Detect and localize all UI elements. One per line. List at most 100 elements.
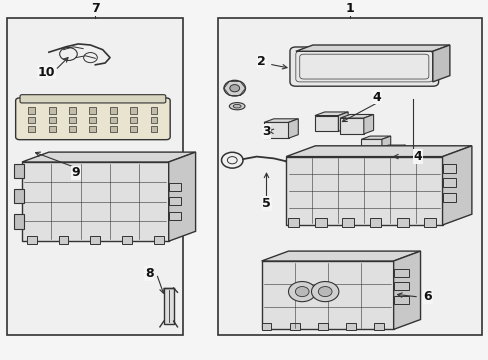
Bar bbox=[287, 218, 299, 227]
Bar bbox=[340, 118, 363, 134]
Polygon shape bbox=[363, 114, 373, 134]
Text: 10: 10 bbox=[38, 66, 55, 78]
Polygon shape bbox=[264, 119, 298, 122]
Bar bbox=[110, 107, 117, 114]
Bar bbox=[163, 288, 173, 324]
Bar bbox=[361, 139, 381, 153]
Bar bbox=[28, 126, 35, 132]
Circle shape bbox=[311, 282, 338, 302]
Bar bbox=[22, 162, 168, 241]
Circle shape bbox=[224, 80, 245, 96]
Bar bbox=[169, 183, 181, 191]
Bar bbox=[217, 18, 481, 335]
FancyBboxPatch shape bbox=[289, 47, 438, 86]
Bar bbox=[130, 117, 137, 123]
Bar bbox=[264, 122, 288, 138]
Text: 8: 8 bbox=[144, 267, 153, 280]
Polygon shape bbox=[295, 45, 449, 51]
Polygon shape bbox=[22, 152, 195, 162]
Polygon shape bbox=[381, 136, 390, 153]
Bar bbox=[150, 107, 157, 114]
Bar bbox=[346, 323, 355, 330]
Polygon shape bbox=[285, 146, 471, 157]
Bar bbox=[130, 126, 137, 132]
Polygon shape bbox=[397, 145, 405, 165]
Text: 1: 1 bbox=[345, 3, 353, 15]
Bar bbox=[396, 218, 408, 227]
Circle shape bbox=[295, 287, 308, 297]
Bar bbox=[49, 117, 56, 123]
Text: 4: 4 bbox=[413, 150, 422, 163]
Bar bbox=[424, 218, 435, 227]
Bar bbox=[69, 117, 76, 123]
Bar bbox=[90, 236, 100, 244]
Polygon shape bbox=[442, 146, 471, 225]
Bar bbox=[49, 107, 56, 114]
Bar bbox=[314, 116, 338, 131]
Bar bbox=[122, 236, 132, 244]
FancyBboxPatch shape bbox=[20, 95, 165, 103]
Bar bbox=[110, 117, 117, 123]
Bar bbox=[89, 126, 96, 132]
Polygon shape bbox=[393, 251, 420, 329]
Polygon shape bbox=[380, 145, 405, 148]
Polygon shape bbox=[314, 112, 347, 116]
Polygon shape bbox=[340, 114, 373, 118]
FancyBboxPatch shape bbox=[16, 98, 170, 140]
Circle shape bbox=[318, 287, 331, 297]
Bar bbox=[28, 107, 35, 114]
Bar bbox=[442, 164, 455, 173]
Bar bbox=[69, 126, 76, 132]
Text: 7: 7 bbox=[91, 3, 100, 15]
Bar bbox=[110, 126, 117, 132]
Ellipse shape bbox=[229, 103, 244, 110]
Bar bbox=[261, 323, 271, 330]
Bar bbox=[393, 269, 408, 277]
Bar bbox=[14, 189, 24, 203]
Bar bbox=[14, 164, 24, 178]
Bar bbox=[342, 218, 353, 227]
Bar bbox=[59, 236, 68, 244]
Ellipse shape bbox=[233, 104, 241, 108]
Bar bbox=[14, 214, 24, 229]
Bar bbox=[150, 117, 157, 123]
Polygon shape bbox=[432, 45, 449, 82]
Text: 6: 6 bbox=[423, 291, 431, 303]
Bar bbox=[369, 218, 381, 227]
Text: 4: 4 bbox=[413, 150, 422, 163]
Text: 2: 2 bbox=[257, 55, 265, 68]
Polygon shape bbox=[288, 119, 298, 138]
Bar bbox=[28, 117, 35, 123]
Bar bbox=[442, 178, 455, 187]
Bar bbox=[169, 212, 181, 220]
Bar bbox=[130, 107, 137, 114]
Polygon shape bbox=[338, 112, 347, 131]
Bar bbox=[89, 107, 96, 114]
Polygon shape bbox=[361, 136, 390, 139]
Text: 5: 5 bbox=[262, 197, 270, 210]
Polygon shape bbox=[168, 152, 195, 241]
Bar bbox=[27, 236, 37, 244]
Text: 9: 9 bbox=[71, 166, 80, 179]
Bar bbox=[393, 282, 408, 290]
Circle shape bbox=[288, 282, 315, 302]
Bar bbox=[261, 261, 393, 329]
Text: 3: 3 bbox=[262, 125, 270, 138]
Bar bbox=[373, 323, 383, 330]
Bar bbox=[317, 323, 327, 330]
Bar bbox=[314, 218, 326, 227]
Bar bbox=[89, 117, 96, 123]
Text: 4: 4 bbox=[371, 91, 380, 104]
Circle shape bbox=[229, 85, 239, 92]
Bar bbox=[380, 148, 397, 165]
Bar bbox=[393, 296, 408, 304]
Bar bbox=[154, 236, 163, 244]
Bar bbox=[169, 197, 181, 205]
Bar bbox=[7, 18, 183, 335]
Polygon shape bbox=[261, 251, 420, 261]
Bar bbox=[442, 193, 455, 202]
Bar bbox=[289, 323, 299, 330]
Bar bbox=[69, 107, 76, 114]
Bar bbox=[150, 126, 157, 132]
Bar bbox=[285, 157, 442, 225]
